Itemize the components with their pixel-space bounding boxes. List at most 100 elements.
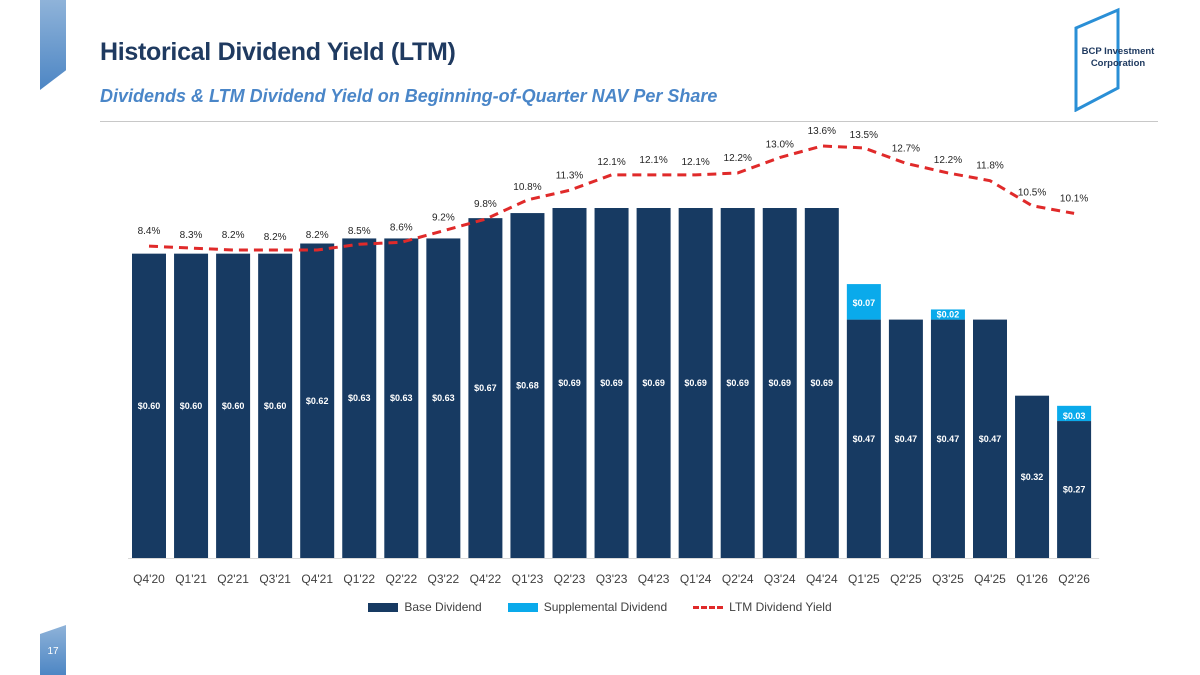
bottom-accent-bar [40, 625, 66, 675]
yield-data-label: 8.4% [138, 226, 161, 237]
page-subtitle: Dividends & LTM Dividend Yield on Beginn… [100, 86, 718, 106]
bar-base [1057, 421, 1092, 558]
base-data-label: $0.69 [642, 378, 665, 388]
yield-data-label: 12.1% [597, 157, 625, 168]
bar-base [804, 208, 839, 558]
x-tick-label: Q3'25 [932, 572, 964, 586]
chart-legend: Base Dividend Supplemental Dividend LTM … [0, 599, 1200, 615]
base-data-label: $0.63 [432, 393, 455, 403]
x-tick-label: Q2'26 [1058, 572, 1090, 586]
company-logo-icon [1074, 7, 1120, 112]
x-tick-label: Q2'21 [217, 572, 249, 586]
yield-data-label: 12.7% [892, 143, 920, 154]
bar-base [258, 253, 293, 559]
legend-label-yield: LTM Dividend Yield [729, 600, 832, 614]
bar-base [552, 208, 587, 558]
bar-base [930, 319, 965, 558]
yield-data-label: 13.0% [766, 140, 794, 151]
yield-line [148, 144, 1075, 252]
bar-base [384, 238, 419, 558]
base-data-label: $0.47 [937, 434, 960, 444]
base-data-label: $0.60 [264, 401, 287, 411]
base-data-label: $0.60 [180, 401, 203, 411]
yield-data-label: 10.5% [1018, 188, 1046, 199]
yield-data-label: 12.1% [639, 155, 667, 166]
x-tick-label: Q3'24 [764, 572, 796, 586]
base-data-label: $0.68 [516, 381, 539, 391]
base-data-label: $0.69 [684, 378, 707, 388]
legend-swatch-base [368, 602, 399, 612]
supplemental-data-label: $0.02 [937, 310, 960, 320]
bar-base [636, 208, 671, 558]
x-tick-label: Q3'23 [596, 572, 628, 586]
yield-data-label: 9.2% [432, 213, 455, 224]
bar-supplemental [930, 309, 965, 320]
base-data-label: $0.67 [474, 383, 497, 393]
bar-base [426, 238, 461, 558]
supplemental-data-label: $0.07 [853, 298, 876, 308]
x-tick-label: Q3'22 [428, 572, 460, 586]
x-tick-label: Q1'25 [848, 572, 880, 586]
legend-label-supplemental: Supplemental Dividend [543, 600, 668, 614]
yield-data-label: 10.1% [1060, 193, 1088, 204]
base-data-label: $0.47 [895, 434, 918, 444]
legend-item-supplemental: Supplemental Dividend [507, 600, 668, 614]
x-tick-label: Q1'24 [680, 572, 712, 586]
bar-base [342, 238, 377, 558]
bar-supplemental [1057, 405, 1092, 422]
bar-base [300, 243, 335, 558]
bar-base [846, 319, 881, 558]
logo-line-2: Corporation [1090, 58, 1146, 69]
legend-label-base: Base Dividend [404, 600, 482, 614]
x-tick-label: Q4'23 [638, 572, 670, 586]
yield-data-label: 9.8% [474, 199, 497, 210]
x-tick-label: Q2'22 [385, 572, 417, 586]
base-data-label: $0.69 [768, 378, 791, 388]
yield-data-label: 8.2% [306, 230, 329, 241]
base-data-label: $0.63 [390, 393, 413, 403]
x-tick-label: Q4'20 [133, 572, 165, 586]
base-data-label: $0.69 [811, 378, 834, 388]
yield-data-label: 8.3% [180, 230, 203, 241]
base-data-label: $0.32 [1021, 472, 1044, 482]
bar-base [510, 213, 545, 559]
page-number: 17 [47, 646, 59, 657]
yield-data-label: 12.2% [934, 155, 962, 166]
yield-data-label: 12.2% [724, 153, 752, 164]
legend-item-base: Base Dividend [368, 600, 482, 614]
title-divider [100, 121, 1158, 122]
bar-base [132, 253, 166, 559]
base-data-label: $0.69 [558, 378, 581, 388]
yield-data-label: 11.3% [556, 170, 584, 181]
yield-data-label: 12.1% [681, 157, 709, 168]
base-data-label: $0.60 [222, 401, 245, 411]
legend-swatch-supplemental [507, 602, 538, 612]
base-data-label: $0.69 [726, 378, 749, 388]
bar-base [678, 208, 713, 558]
x-tick-label: Q4'24 [806, 572, 838, 586]
x-tick-label: Q1'22 [343, 572, 375, 586]
bar-base [216, 253, 251, 559]
x-tick-label: Q1'21 [175, 572, 207, 586]
bar-base [174, 253, 209, 559]
company-logo-text: BCP Investment Corporation [1066, 46, 1170, 70]
bar-base [888, 319, 923, 558]
base-data-label: $0.62 [306, 396, 329, 406]
yield-data-label: 13.6% [808, 126, 836, 137]
yield-data-label: 11.8% [976, 161, 1004, 172]
yield-data-label: 8.2% [222, 230, 245, 241]
base-data-label: $0.47 [853, 434, 876, 444]
page-title: Historical Dividend Yield (LTM) [100, 38, 456, 66]
supplemental-data-label: $0.03 [1063, 411, 1086, 421]
base-data-label: $0.27 [1063, 485, 1086, 495]
yield-data-label: 8.6% [390, 222, 413, 233]
x-tick-label: Q4'25 [974, 572, 1006, 586]
x-tick-label: Q2'25 [890, 572, 922, 586]
bar-base [973, 319, 1007, 558]
x-tick-label: Q3'21 [259, 572, 291, 586]
bar-base [1015, 395, 1050, 558]
bar-base [594, 208, 629, 558]
yield-data-label: 8.5% [348, 226, 371, 237]
x-tick-label: Q4'22 [470, 572, 502, 586]
